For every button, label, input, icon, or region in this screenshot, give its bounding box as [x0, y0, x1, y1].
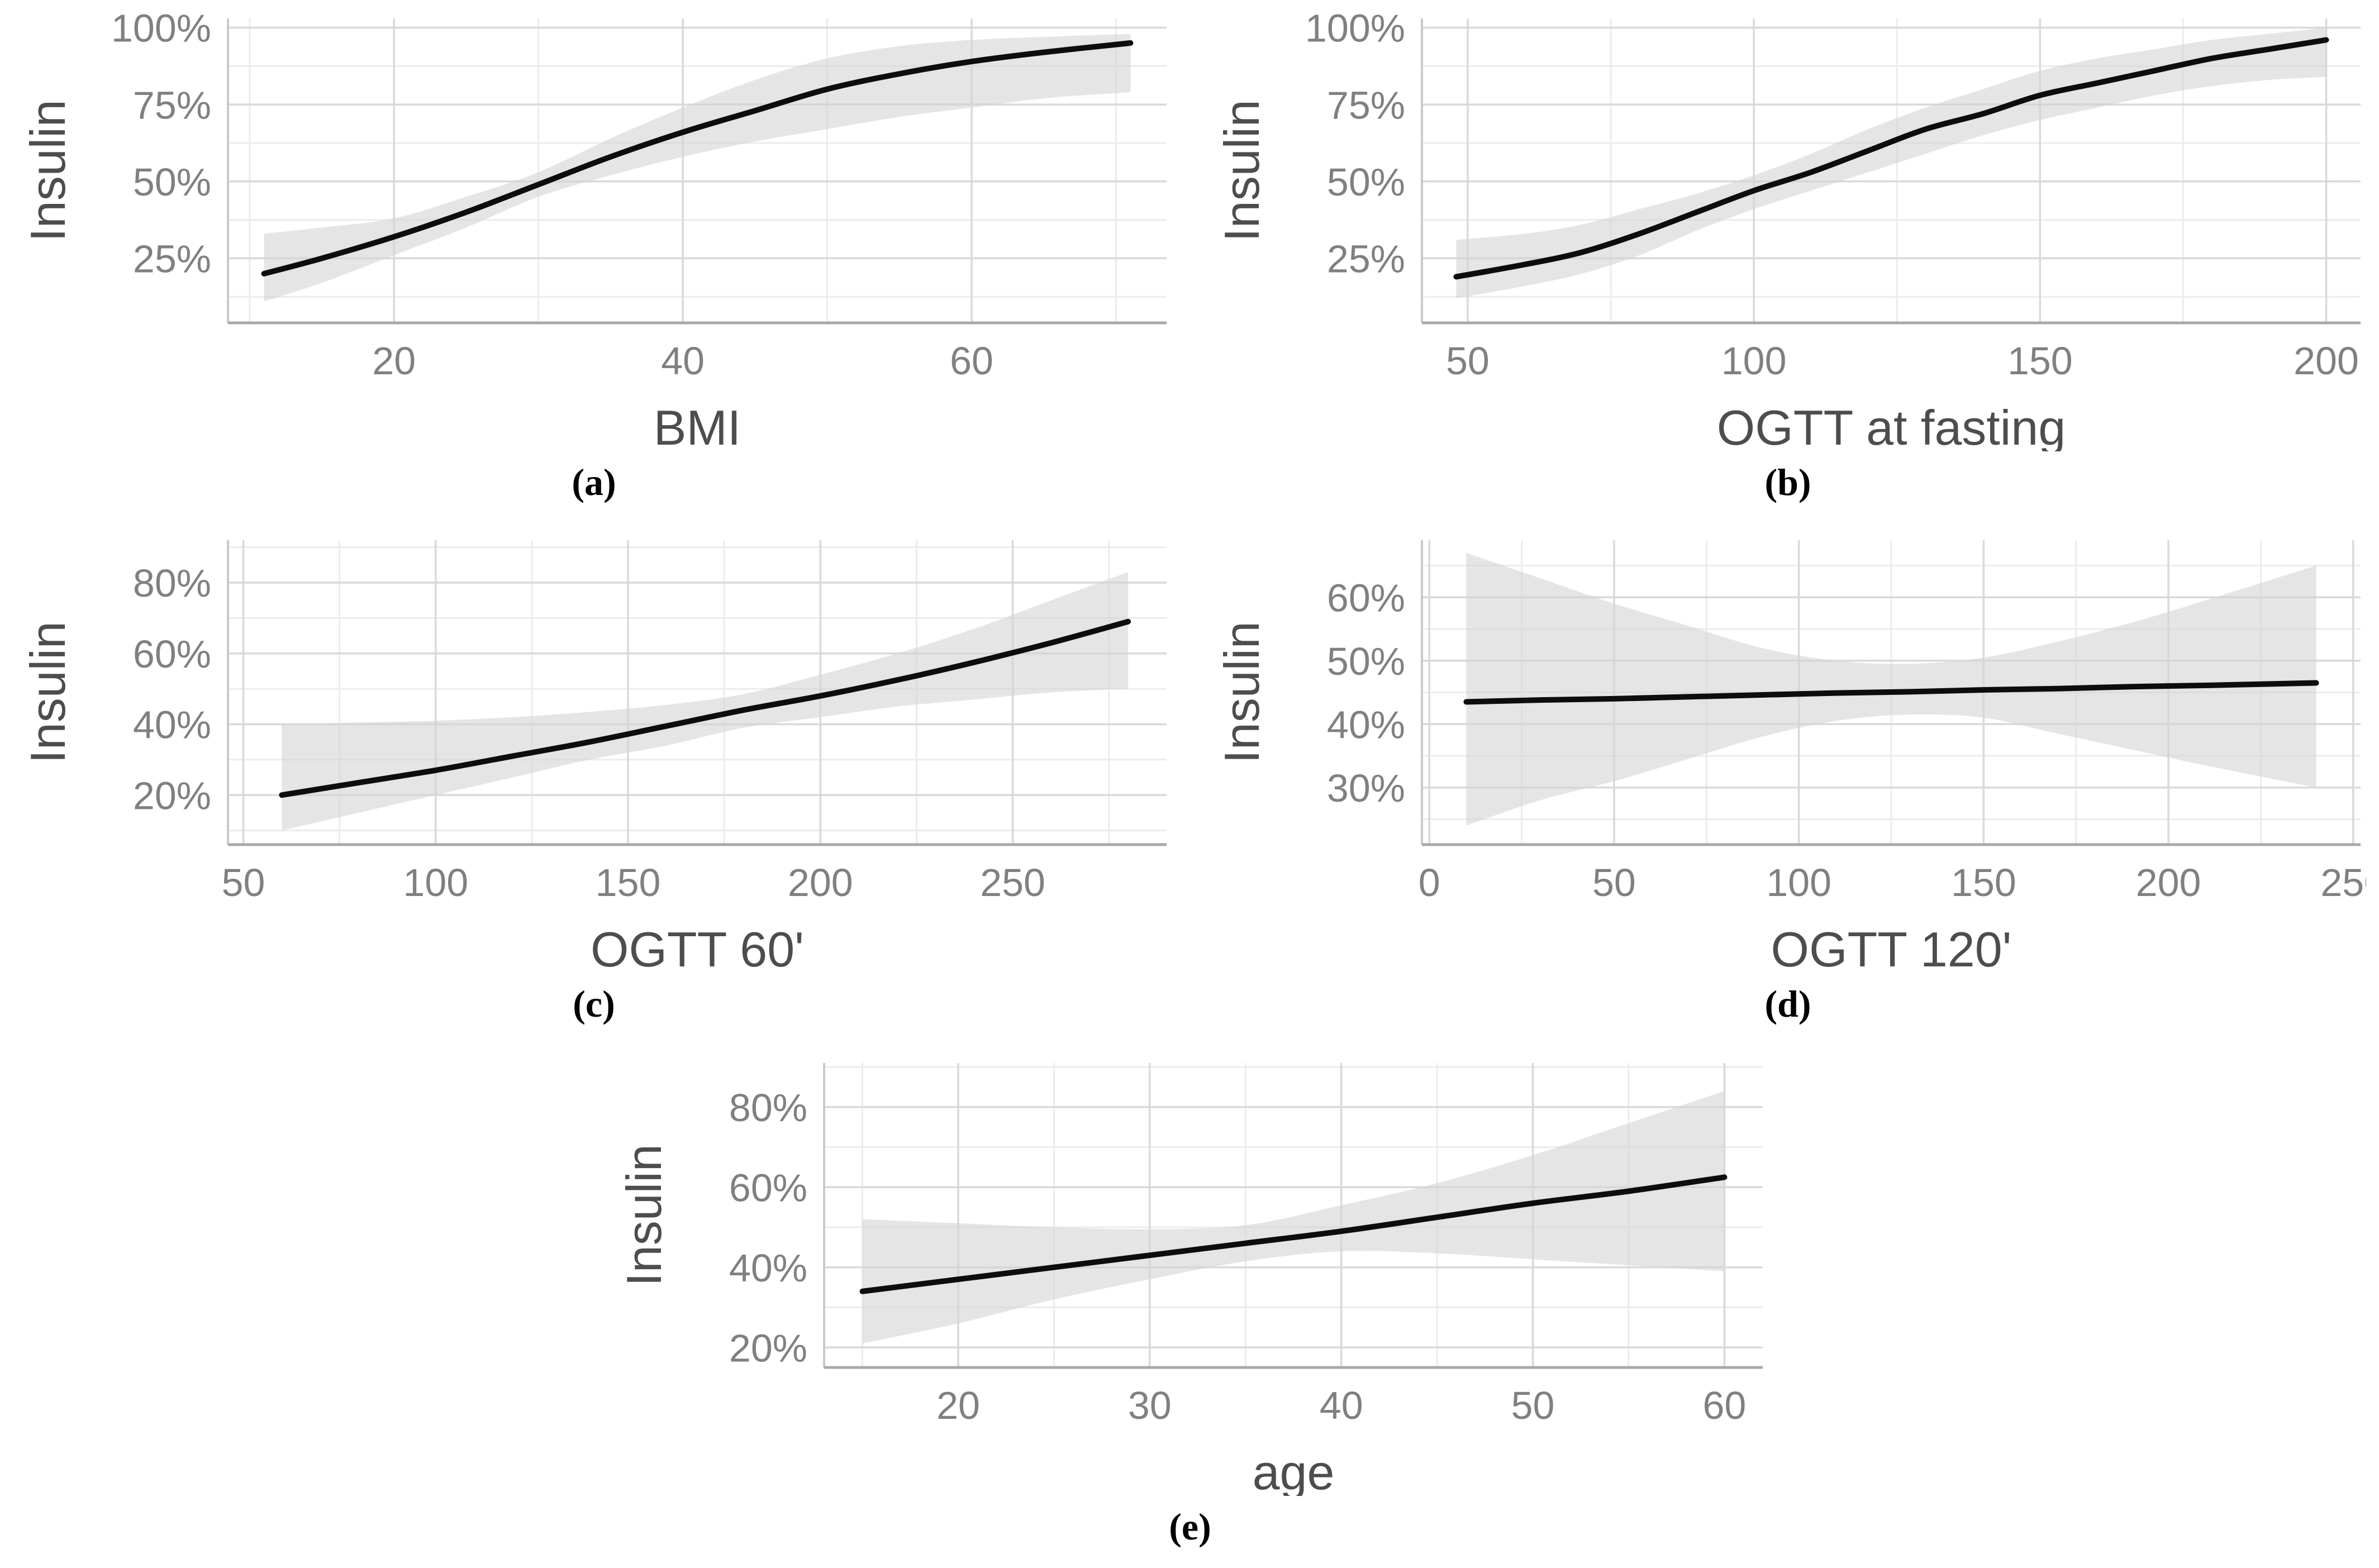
- x-tick-label: 40: [661, 339, 705, 383]
- y-tick-label: 60%: [729, 1166, 807, 1210]
- y-tick-label: 50%: [1327, 160, 1405, 204]
- y-tick-label: 30%: [1327, 766, 1405, 810]
- panel-b: 25% 50% 75% 100% 50 100 150 200 OGTT at fasting I…: [1210, 4, 2366, 513]
- caption-e: (e): [1169, 1505, 1211, 1548]
- x-tick-label: 50: [222, 861, 265, 904]
- y-tick-label: 80%: [133, 561, 211, 605]
- x-tick-label: 100: [1721, 339, 1787, 383]
- x-tick-label: 50: [1511, 1384, 1555, 1427]
- caption-c: (c): [573, 983, 615, 1025]
- x-tick-label: 50: [1446, 339, 1490, 383]
- x-tick-label: 150: [2007, 339, 2073, 383]
- y-axis-title: Insulin: [1214, 99, 1269, 241]
- panel-a: 25% 50% 75% 100% 20 40 60 BMI Insulin (a): [16, 4, 1172, 513]
- y-tick-label: 100%: [1305, 7, 1405, 50]
- x-tick-label: 250: [980, 861, 1045, 904]
- x-axis-title: BMI: [654, 400, 741, 451]
- confidence-band: [1456, 27, 2326, 298]
- x-tick-label: 100: [1766, 861, 1831, 904]
- x-tick-label: 200: [788, 861, 853, 904]
- x-tick-label: 20: [936, 1384, 980, 1427]
- x-tick-label: 60: [1702, 1384, 1746, 1427]
- x-axis-title: OGTT at fasting: [1717, 400, 2066, 451]
- y-axis-title: Insulin: [20, 99, 75, 241]
- chart-insulin-vs-ogtt-120: 30% 40% 50% 60% 0 50 100 150 200 250 OGTT 120' Insu…: [1214, 540, 2366, 973]
- y-tick-label: 75%: [133, 83, 211, 127]
- y-tick-label: 25%: [133, 237, 211, 281]
- chart-insulin-vs-ogtt-60: 20% 40% 60% 80% 50 100 150 200 250 OGTT 60' Insuli…: [20, 540, 1167, 973]
- y-tick-label: 40%: [1327, 703, 1405, 746]
- y-tick-label: 80%: [729, 1086, 807, 1129]
- y-tick-label: 20%: [133, 774, 211, 817]
- chart-insulin-vs-bmi: 25% 50% 75% 100% 20 40 60 BMI Insulin: [20, 7, 1167, 451]
- y-tick-label: 100%: [111, 7, 211, 50]
- fit-line: [1453, 37, 2329, 280]
- x-tick-label: 250: [2320, 861, 2366, 904]
- x-tick-label: 40: [1320, 1384, 1363, 1427]
- confidence-band: [862, 1091, 1725, 1343]
- x-tick-label: 30: [1128, 1384, 1172, 1427]
- confidence-band: [1466, 552, 2316, 826]
- confidence-band: [282, 572, 1129, 831]
- caption-a: (a): [572, 461, 616, 503]
- x-tick-label: 200: [2294, 339, 2359, 383]
- panel-d: 30% 40% 50% 60% 0 50 100 150 200 250 OGTT 120' Insu…: [1210, 526, 2366, 1035]
- panel-e: 20% 40% 60% 80% 20 30 40 50 60 age Insulin (e): [612, 1049, 1768, 1557]
- panel-c: 20% 40% 60% 80% 50 100 150 200 250 OGTT 60' Insuli…: [16, 526, 1172, 1035]
- confidence-band: [264, 34, 1131, 302]
- chart-insulin-vs-age: 20% 40% 60% 80% 20 30 40 50 60 age Insulin: [616, 1063, 1763, 1496]
- x-tick-label: 50: [1592, 861, 1636, 904]
- x-axis-title: age: [1253, 1445, 1335, 1496]
- x-tick-label: 150: [1951, 861, 2016, 904]
- x-axis-title: OGTT 60': [591, 922, 804, 973]
- x-tick-label: 150: [596, 861, 661, 904]
- y-tick-label: 60%: [1327, 576, 1405, 619]
- y-axis-title: Insulin: [1214, 621, 1269, 763]
- y-tick-label: 25%: [1327, 237, 1405, 281]
- x-tick-label: 100: [403, 861, 468, 904]
- x-tick-label: 60: [950, 339, 993, 383]
- y-tick-label: 50%: [133, 160, 211, 204]
- y-axis-title: Insulin: [616, 1144, 672, 1286]
- chart-insulin-vs-ogtt-fasting: 25% 50% 75% 100% 50 100 150 200 OGTT at fasting I…: [1214, 7, 2361, 451]
- fit-line: [279, 618, 1131, 798]
- fit-line: [261, 40, 1134, 277]
- y-tick-label: 40%: [133, 703, 211, 747]
- x-tick-label: 200: [2136, 861, 2201, 904]
- y-axis-title: Insulin: [20, 621, 75, 763]
- x-tick-label: 0: [1419, 861, 1440, 904]
- fit-line: [859, 1174, 1728, 1294]
- y-tick-label: 40%: [729, 1246, 807, 1290]
- y-tick-label: 60%: [133, 632, 211, 676]
- fit-line: [1463, 680, 2319, 705]
- x-axis-title: OGTT 120': [1771, 922, 2012, 973]
- caption-b: (b): [1764, 461, 1811, 503]
- y-tick-label: 50%: [1327, 640, 1405, 683]
- caption-d: (d): [1764, 983, 1811, 1025]
- y-tick-label: 75%: [1327, 83, 1405, 127]
- y-tick-label: 20%: [729, 1326, 807, 1370]
- x-tick-label: 20: [372, 339, 416, 383]
